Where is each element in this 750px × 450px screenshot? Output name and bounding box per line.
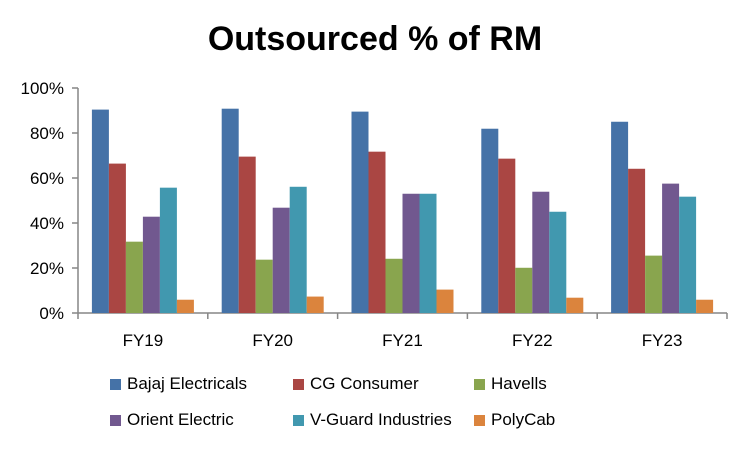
bar-v-guard-industries-fy21 xyxy=(419,193,437,313)
x-tick-label: FY22 xyxy=(512,331,553,350)
bar-v-guard-industries-fy22 xyxy=(549,211,567,313)
bar-cg-consumer-fy20 xyxy=(238,156,256,313)
bar-cg-consumer-fy21 xyxy=(368,151,386,313)
x-tick-label: FY21 xyxy=(382,331,423,350)
bar-v-guard-industries-fy19 xyxy=(159,187,177,313)
legend-swatch xyxy=(293,414,304,426)
bar-havells-fy20 xyxy=(255,259,273,313)
bar-orient-electric-fy21 xyxy=(402,193,420,313)
bar-havells-fy19 xyxy=(125,241,143,313)
x-tick-label: FY23 xyxy=(642,331,683,350)
legend-item: PolyCab xyxy=(474,410,555,430)
legend-label: Bajaj Electricals xyxy=(127,374,247,393)
bar-polycab-fy23 xyxy=(696,299,714,313)
bar-orient-electric-fy22 xyxy=(532,191,550,313)
bar-polycab-fy20 xyxy=(306,296,324,313)
bar-v-guard-industries-fy20 xyxy=(289,186,307,313)
y-tick-label: 0% xyxy=(39,304,64,323)
bar-polycab-fy19 xyxy=(176,299,194,313)
legend-item: Havells xyxy=(474,374,547,394)
bar-polycab-fy22 xyxy=(566,297,584,313)
x-tick-label: FY19 xyxy=(123,331,164,350)
bar-havells-fy23 xyxy=(645,255,663,313)
y-tick-label: 20% xyxy=(30,259,64,278)
legend-label: PolyCab xyxy=(491,410,556,429)
bar-bajaj-electricals-fy21 xyxy=(351,111,369,313)
bar-orient-electric-fy20 xyxy=(272,207,290,313)
y-tick-label: 40% xyxy=(30,214,64,233)
chart-title: Outsourced % of RM xyxy=(207,20,543,58)
bar-cg-consumer-fy19 xyxy=(108,163,126,313)
bar-bajaj-electricals-fy23 xyxy=(611,121,629,313)
legend-item: CG Consumer xyxy=(293,374,419,394)
legend-label: V-Guard Industries xyxy=(310,410,452,429)
bar-bajaj-electricals-fy22 xyxy=(481,128,499,313)
legend-item: Bajaj Electricals xyxy=(110,374,247,394)
bar-bajaj-electricals-fy19 xyxy=(91,109,109,313)
bar-cg-consumer-fy23 xyxy=(628,168,646,313)
bar-v-guard-industries-fy23 xyxy=(679,196,697,313)
legend-swatch xyxy=(110,414,121,426)
legend-swatch xyxy=(474,414,485,426)
bar-orient-electric-fy19 xyxy=(142,216,160,313)
bar-havells-fy22 xyxy=(515,267,533,313)
y-tick-label: 100% xyxy=(21,79,64,98)
legend-label: Havells xyxy=(491,374,547,393)
bar-orient-electric-fy23 xyxy=(662,183,680,313)
legend-swatch xyxy=(474,378,485,390)
legend-swatch xyxy=(110,378,121,390)
bar-cg-consumer-fy22 xyxy=(498,158,516,313)
legend-swatch xyxy=(293,378,304,390)
legend-label: CG Consumer xyxy=(310,374,419,393)
x-tick-label: FY20 xyxy=(252,331,293,350)
bar-bajaj-electricals-fy20 xyxy=(221,108,239,313)
legend-label: Orient Electric xyxy=(127,410,234,429)
legend-item: V-Guard Industries xyxy=(293,410,452,430)
bar-polycab-fy21 xyxy=(436,289,454,313)
y-tick-label: 80% xyxy=(30,124,64,143)
y-tick-label: 60% xyxy=(30,169,64,188)
bar-havells-fy21 xyxy=(385,258,403,313)
legend-item: Orient Electric xyxy=(110,410,234,430)
